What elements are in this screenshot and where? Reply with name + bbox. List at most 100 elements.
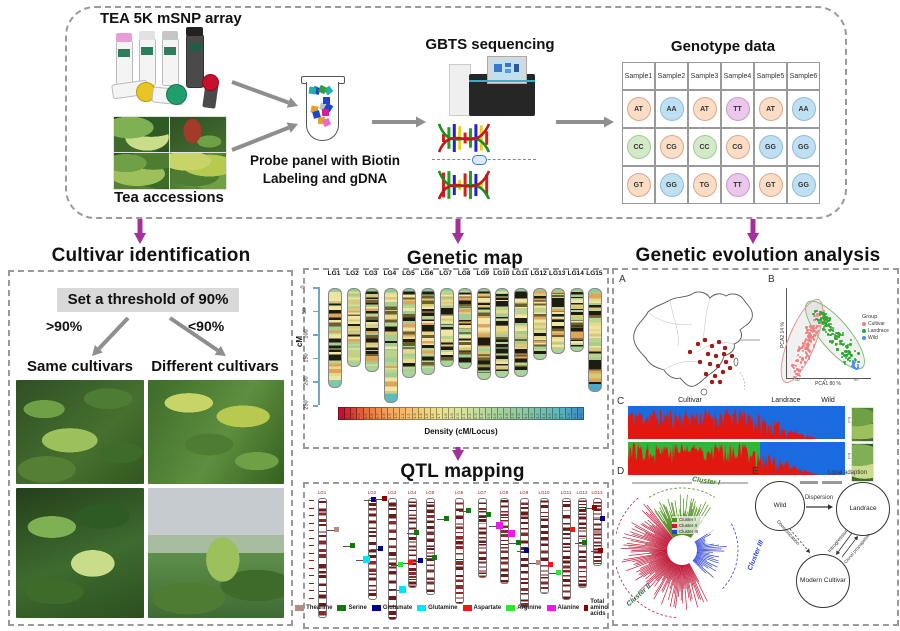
sequencer-strip [469, 80, 535, 82]
qtl-marker-whisker [327, 529, 334, 531]
different-cultivars-label: Different cultivars [151, 358, 279, 375]
evolution-title: Genetic evolution analysis [635, 245, 881, 266]
structure-group-label: Wild [821, 397, 835, 404]
pca-point [813, 319, 816, 322]
vial [162, 31, 179, 86]
pca-point [807, 357, 811, 360]
density-segment [461, 407, 468, 420]
probe-square [321, 118, 331, 128]
genotype-value: CG [659, 135, 684, 159]
qtl-position-tick [309, 530, 314, 531]
pca-point [846, 345, 849, 349]
screen-tile [505, 63, 511, 67]
pca-point [807, 332, 811, 335]
pca-point [808, 339, 811, 342]
pca-point [806, 338, 810, 342]
qtl-marker [524, 548, 529, 553]
density-tick: 3.1 [522, 413, 528, 419]
sampling-site-dot [727, 365, 733, 371]
probe-squares [308, 84, 336, 133]
pca-point [854, 358, 857, 362]
genotype-header-cell: Sample3 [688, 62, 721, 90]
pca-point [806, 329, 809, 332]
qtl-chrom-label: LG4 [407, 490, 417, 495]
probe-square [322, 97, 330, 105]
pca-point [844, 350, 847, 353]
pca-point [843, 360, 846, 364]
qtl-marker [444, 516, 449, 521]
pca-point [853, 366, 856, 370]
sampling-site-dot [723, 359, 729, 365]
qtl-marker-whisker [364, 499, 371, 501]
pca-point [852, 364, 855, 367]
snp-array-vials [108, 27, 236, 114]
pca-point [824, 323, 828, 327]
qtl-position-tick [309, 500, 314, 501]
density-tick: 3.0 [516, 413, 522, 419]
pca-point [834, 343, 838, 347]
pca-point [846, 343, 850, 347]
genotype-cell: CG [721, 128, 754, 166]
pca-point [851, 360, 855, 363]
pca-xlabel: PCA1 80 % [815, 381, 841, 387]
sampling-site-dot [707, 361, 713, 367]
pca-point [797, 349, 800, 352]
lg-bar [439, 288, 454, 367]
density-tick: 3.3 [534, 413, 540, 419]
axis-tick-label: 0 [300, 285, 307, 289]
accession-photo [169, 116, 227, 153]
pca-point [830, 341, 834, 345]
density-tick: 2.4 [479, 413, 485, 419]
pca-point [841, 331, 845, 335]
pca-point [837, 332, 840, 335]
flow-arrow-head [133, 233, 147, 244]
qtl-chrom-label: LG7 [477, 490, 487, 495]
pca-point [804, 361, 807, 364]
qtl-legend-label: Theanine [306, 604, 333, 611]
qtl-marker-whisker [585, 507, 592, 509]
pca-point [839, 340, 842, 343]
pca-point [823, 324, 827, 328]
lg-bar [588, 288, 603, 392]
pca-point [831, 332, 834, 336]
pca-point [813, 329, 816, 333]
pca-point [823, 318, 826, 321]
qtl-legend-swatch [295, 604, 305, 611]
genotype-cell: AT [688, 90, 721, 128]
density-segment [535, 407, 542, 420]
genotype-cell: GG [787, 166, 820, 204]
genotype-value: AT [758, 97, 783, 121]
density-segment [345, 407, 352, 420]
qtl-marker-whisker [343, 545, 350, 547]
genotype-value: TG [692, 173, 717, 197]
pca-point [828, 328, 832, 332]
genotype-value: CC [692, 135, 717, 159]
pca-point [828, 317, 832, 320]
flow-arrow-head [746, 233, 760, 244]
lg-bar [458, 288, 473, 369]
tree-legend-label: Cluster III [679, 529, 699, 534]
sequencer-screen [487, 56, 527, 84]
genotype-cell: GG [655, 166, 688, 204]
genotype-value: GG [791, 173, 816, 197]
pca-legend: Group Cultivar Landrace Wild [862, 314, 896, 341]
flow-arrow-head [451, 233, 465, 244]
genotype-value: GT [626, 173, 651, 197]
qtl-chrom-label: LG9 [519, 490, 529, 495]
genotype-cell: CC [688, 128, 721, 166]
qtl-marker [398, 562, 403, 567]
density-segment [565, 407, 572, 420]
qtl-legend-label: Arginine [517, 604, 542, 611]
density-segment [430, 407, 437, 420]
pca-point [798, 374, 801, 378]
pca-point [809, 325, 812, 328]
screen-tile [514, 64, 519, 72]
evolution-panel [612, 268, 899, 626]
qtl-chromosome [408, 498, 417, 588]
axis-tick-label: 50 [302, 307, 309, 314]
pca-point [825, 320, 829, 324]
pca-axes [786, 288, 871, 379]
dna-helix [437, 118, 491, 158]
tree-legend-item: Cluster I [672, 517, 714, 522]
qtl-position-tick [309, 522, 314, 524]
